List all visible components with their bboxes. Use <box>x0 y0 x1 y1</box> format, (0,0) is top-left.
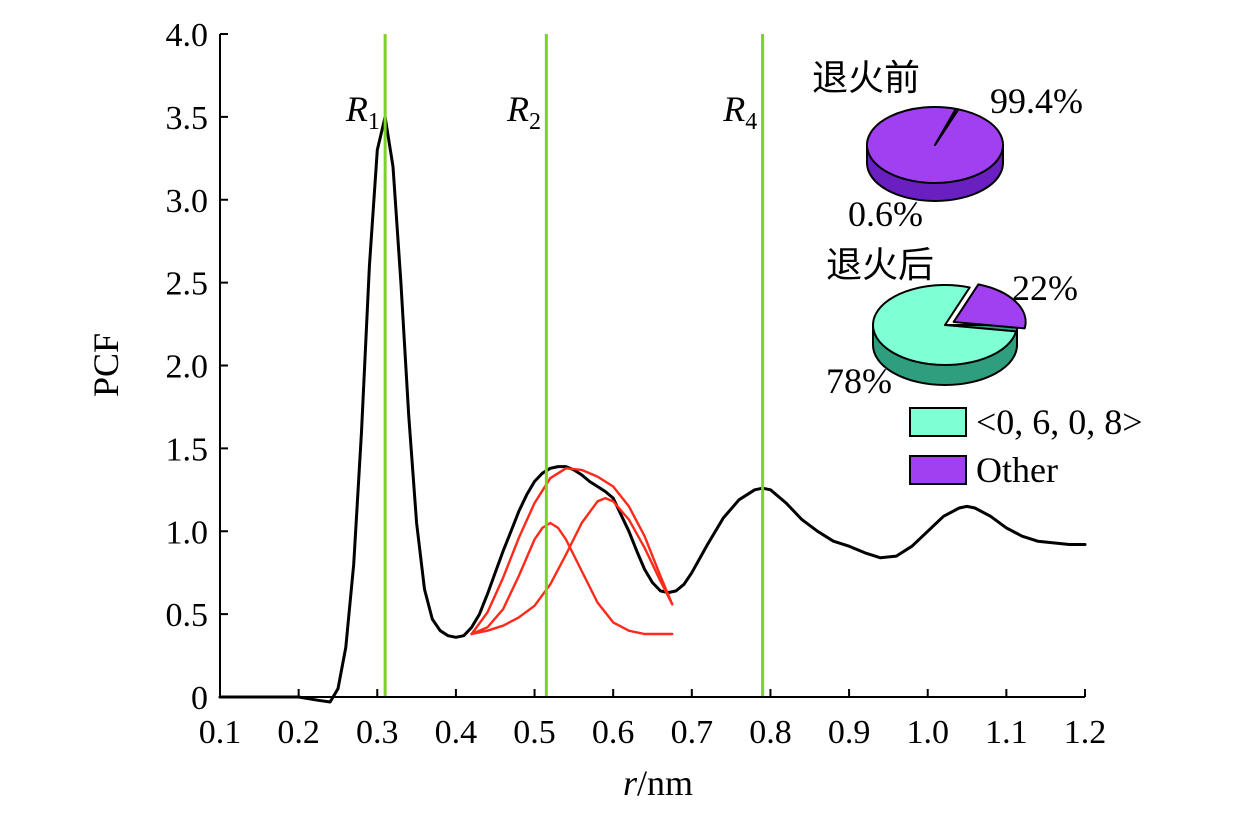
pie-slice-label: 0.6% <box>848 194 923 234</box>
pie-slice-label: 78% <box>826 361 892 401</box>
reference-line-label: R1 <box>345 89 380 135</box>
legend: <0, 6, 0, 8> Other <box>909 402 1143 490</box>
y-tick-label: 2.0 <box>166 349 209 386</box>
y-tick-label: 2.5 <box>166 266 209 303</box>
pie-slice-label: 22% <box>1012 268 1078 308</box>
x-tick-label: 0.3 <box>356 714 399 751</box>
legend-label: <0, 6, 0, 8> <box>976 402 1143 442</box>
x-tick-label: 1.2 <box>1064 714 1107 751</box>
fit-curve <box>470 521 674 636</box>
ticks-layer: 0.1 0.2 0.3 0.4 0.5 0.6 0.7 0.8 0.9 1.0 1.1 1.2 0 0.5… <box>166 17 1107 751</box>
pie-slice <box>872 284 1018 366</box>
pie-slice-label: 99.4% <box>990 81 1083 121</box>
legend-label: Other <box>976 450 1058 490</box>
x-tick-label: 0.5 <box>513 714 556 751</box>
legend-swatch <box>909 455 967 485</box>
fit-curve <box>470 496 674 636</box>
y-tick-label: 1.5 <box>166 431 209 468</box>
pie-title: 退火后 <box>826 245 934 286</box>
x-tick-label: 0.8 <box>749 714 792 751</box>
x-tick-label: 0.1 <box>199 714 242 751</box>
reference-line-label: R2 <box>506 89 541 135</box>
reference-lines-layer: R1 R2 R4 <box>345 34 765 697</box>
reference-line-label: R4 <box>722 89 757 135</box>
pie-insets-layer: 退火前 99.4% 0.6% 退火后 22% 78% <box>812 58 1083 401</box>
y-tick-label: 0.5 <box>166 597 209 634</box>
pcf-curve <box>218 115 1087 704</box>
x-tick-label: 1.0 <box>906 714 949 751</box>
x-tick-label: 0.2 <box>277 714 320 751</box>
x-axis-label: r/nm <box>623 763 693 803</box>
x-axis-label-variable: r <box>623 763 638 803</box>
y-tick-label: 1.0 <box>166 514 209 551</box>
pie-slice <box>952 283 1027 330</box>
y-tick-label: 3.0 <box>166 183 209 220</box>
x-axis-label-unit: /nm <box>637 763 693 803</box>
x-tick-label: 0.4 <box>435 714 478 751</box>
y-tick-label: 0 <box>191 680 208 717</box>
legend-swatch <box>909 407 967 437</box>
curves-layer <box>218 115 1087 704</box>
x-tick-label: 1.1 <box>985 714 1028 751</box>
x-tick-label: 0.7 <box>671 714 714 751</box>
y-tick-label: 3.5 <box>166 100 209 137</box>
pie-title: 退火前 <box>812 58 920 99</box>
y-tick-label: 4.0 <box>166 17 209 54</box>
pie-slice <box>934 107 960 146</box>
x-tick-label: 0.9 <box>828 714 871 751</box>
y-axis-label: PCF <box>86 333 126 397</box>
fit-curve <box>470 467 674 636</box>
x-tick-label: 0.6 <box>592 714 635 751</box>
